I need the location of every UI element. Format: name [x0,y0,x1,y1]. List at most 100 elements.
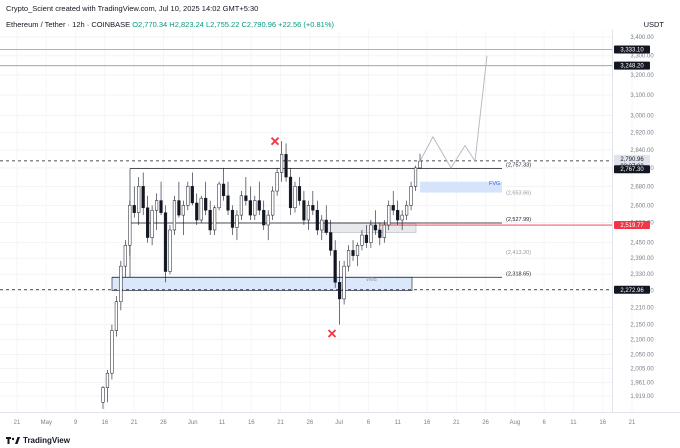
candle [409,181,413,211]
time-tick-label: 21 [131,420,138,426]
candle-body [154,200,159,211]
candle [230,205,235,236]
candle-body [132,205,136,213]
time-tick-label: 21 [453,420,460,426]
symbol-legend[interactable]: Ethereum / Tether · 12h · COINBASE O2,77… [6,20,334,29]
candle-body [387,205,391,226]
candles [101,141,422,409]
candle-body [226,195,230,211]
candle [342,260,346,305]
time-tick-label: May [41,420,52,426]
price-tick-label: 2,450.00 [630,241,654,247]
price-tag: 3,248.20 [614,61,650,70]
price-tag-label: 2,790.96 [620,157,644,163]
candle-body [315,209,319,231]
candle-body [244,195,248,201]
candle-body [199,197,203,221]
currency-label[interactable]: USDT [643,20,664,29]
candle-body [221,183,226,197]
candle [271,186,275,221]
x-marker-stroke [270,137,280,146]
candle-body [257,200,261,211]
candle-body [355,244,360,256]
candle-body [288,176,293,209]
price-tick-label: 2,005.00 [630,366,654,372]
candle-body [101,387,105,403]
price-tag-label: 2,767.30 [620,167,644,173]
price-tag-box [614,154,650,163]
price-tag: 2,790.96 [614,154,650,163]
candle [190,172,194,206]
candle-body [119,265,123,302]
candle-body [172,200,177,231]
price-tag-box [614,61,650,70]
time-tick-label: 9 [74,420,78,426]
price-tick-label: 2,150.00 [630,323,654,329]
price-tick-label: 3,300.00 [630,54,654,60]
time-tick-label: 6 [367,420,371,426]
candle [288,167,293,216]
price-tick-label: 2,600.00 [630,203,654,209]
price-tag-box [614,165,650,174]
tradingview-brand[interactable]: TradingView [6,436,70,445]
price-tick-label: 2,390.00 [630,256,654,262]
price-tick-label: 2,920.00 [630,131,654,137]
time-tick-label: 26 [482,420,489,426]
candle [114,296,118,337]
candle-body [413,167,418,187]
price-tag: 3,333.10 [614,45,650,54]
time-tick-label: 26 [160,420,167,426]
symbol-name[interactable]: Ethereum / Tether · 12h · COINBASE [6,20,131,29]
candle-body [217,183,221,209]
candle [172,195,177,236]
time-axis[interactable]: 21 May 9 16 21 26 Jun 11 16 21 26 Jul 6 11 16 21 26 Aug 6 1… [0,412,680,427]
annotation-label: (2,653.66) [506,191,531,197]
candle [141,172,145,216]
candle [391,191,395,216]
candle [315,200,319,236]
candle-body [418,160,422,169]
candle [275,167,279,196]
time-tick-label: 11 [395,420,402,426]
candle [400,210,404,230]
candle [396,200,400,225]
time-tick-label: Jul [335,420,343,426]
zones [111,181,502,291]
x-marker-stroke [327,329,337,338]
candle [293,181,297,213]
price-tags: 3,333.103,248.202,790.9603:27:032,767.30… [614,45,650,294]
candle-body [338,282,342,300]
tradingview-logo-icon [6,437,20,444]
candle [248,186,252,221]
candle [253,195,257,221]
time-tick-label: 21 [14,420,21,426]
candle [101,385,105,409]
candle [217,181,221,211]
ohlc-values: O2,770.34 H2,823.24 L2,755.22 C2,790.96 … [132,20,335,29]
time-tick-label: 26 [307,420,314,426]
candle [306,200,310,230]
price-axis[interactable]: 3,400.00 3,300.00 3,200.00 3,100.00 3,000.00… [612,30,655,412]
time-tick-label: 6 [542,420,546,426]
time-tick-label: Jun [188,420,198,426]
candle-body [302,200,306,221]
candle [119,260,123,311]
candle-body [378,229,382,238]
price-tag-label: 3,248.20 [620,64,644,70]
candle-body [146,207,150,238]
annotation-label: FVG [489,181,500,187]
candle-body [239,195,243,216]
candle [244,177,248,206]
candle-body [159,200,163,213]
candle-body [190,186,194,204]
time-tick-label: Aug [510,420,521,426]
candle [177,181,181,218]
candle [128,200,132,256]
candle-body [208,209,212,231]
candle-body [123,244,127,267]
candle [213,205,217,236]
candle-body [342,265,346,300]
candle-body [297,186,302,201]
candle-body [248,200,252,216]
